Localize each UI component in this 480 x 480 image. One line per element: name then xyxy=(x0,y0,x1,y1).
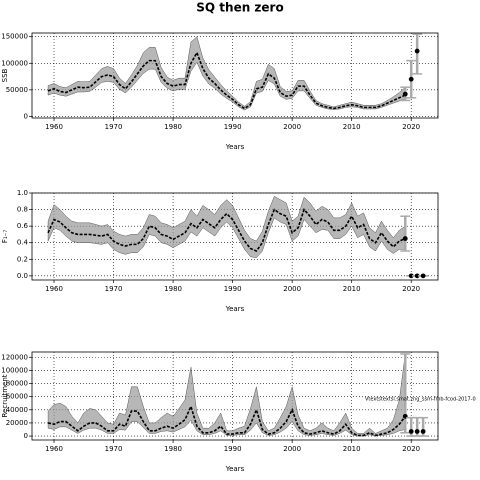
median-line xyxy=(47,208,406,252)
panel: 1960 1970 1980 1990 2000 2010 2020 0 50000 100000… xyxy=(1,32,439,151)
y-tick-label: 20000 xyxy=(6,419,28,427)
projection-point xyxy=(402,91,408,97)
x-axis-label: Years xyxy=(225,143,245,151)
x-axis-label: Years xyxy=(225,465,245,473)
y-tick-label: 80000 xyxy=(6,380,28,388)
x-tick-label: 2000 xyxy=(283,285,301,293)
x-tick-label: 1960 xyxy=(45,123,63,131)
median-line xyxy=(47,404,406,437)
y-tick-label: 1.0 xyxy=(17,189,28,197)
y-axis-label: Recruitment xyxy=(1,374,9,417)
y-tick-label: 0.4 xyxy=(17,239,29,247)
y-tick-label: 0.2 xyxy=(17,255,28,263)
x-tick-label: 1970 xyxy=(105,285,123,293)
y-tick-label: 0 xyxy=(24,112,28,120)
y-tick-label: 120000 xyxy=(1,353,28,361)
annotation: Vtextstextsl.smat.zng_ssm-fmb-fcod-2017-… xyxy=(365,397,476,403)
y-tick-label: 0 xyxy=(24,432,28,440)
projection-point xyxy=(408,76,414,82)
x-tick-label: 1990 xyxy=(224,285,242,293)
x-tick-label: 1990 xyxy=(224,445,242,453)
y-tick-label: 50000 xyxy=(6,86,28,94)
projection-point xyxy=(414,48,420,54)
median-line xyxy=(47,50,406,110)
axes-frame xyxy=(31,192,439,281)
figure-title: SQ then zero xyxy=(196,1,283,15)
x-tick-label: 2020 xyxy=(402,285,420,293)
x-tick-label: 1980 xyxy=(164,285,182,293)
x-tick-label: 2010 xyxy=(343,123,361,131)
y-tick-label: 0.6 xyxy=(17,222,29,230)
x-tick-label: 2000 xyxy=(283,123,301,131)
x-tick-label: 2010 xyxy=(343,445,361,453)
y-tick-label: 0.0 xyxy=(17,272,28,280)
x-tick-label: 1960 xyxy=(45,285,63,293)
x-tick-label: 2020 xyxy=(402,123,420,131)
x-tick-label: 1970 xyxy=(105,445,123,453)
y-tick-label: 100000 xyxy=(1,59,28,67)
projection-point xyxy=(402,236,408,241)
x-tick-label: 1970 xyxy=(105,123,123,131)
y-tick-label: 60000 xyxy=(6,393,28,401)
projection-point xyxy=(420,273,426,279)
y-tick-label: 100000 xyxy=(1,366,28,374)
projection-point xyxy=(414,273,420,279)
panel: 1960 1970 1980 1990 2000 2010 2020 0 20000 40000 6… xyxy=(1,351,476,473)
axes-frame xyxy=(31,351,439,441)
x-tick-label: 2010 xyxy=(343,285,361,293)
y-axis-label: SSB xyxy=(1,68,9,82)
y-axis-label: F₁₋₇ xyxy=(1,230,9,244)
axes-frame xyxy=(31,32,439,119)
x-axis-label: Years xyxy=(225,305,245,313)
projection-point xyxy=(408,273,414,279)
x-tick-label: 1990 xyxy=(224,123,242,131)
x-tick-label: 1980 xyxy=(164,445,182,453)
projection-point xyxy=(420,429,426,434)
x-tick-label: 1980 xyxy=(164,123,182,131)
projection-point xyxy=(414,429,420,434)
panel: 1960 1970 1980 1990 2000 2010 2020 0.0 0.2 0.4 0.6… xyxy=(1,189,439,313)
y-tick-label: 0.8 xyxy=(17,206,28,214)
projection-point xyxy=(408,429,414,434)
x-tick-label: 2000 xyxy=(283,445,301,453)
x-tick-label: 1960 xyxy=(45,445,63,453)
y-tick-label: 40000 xyxy=(6,406,28,414)
y-tick-label: 150000 xyxy=(1,33,28,41)
x-tick-label: 2020 xyxy=(402,445,420,453)
